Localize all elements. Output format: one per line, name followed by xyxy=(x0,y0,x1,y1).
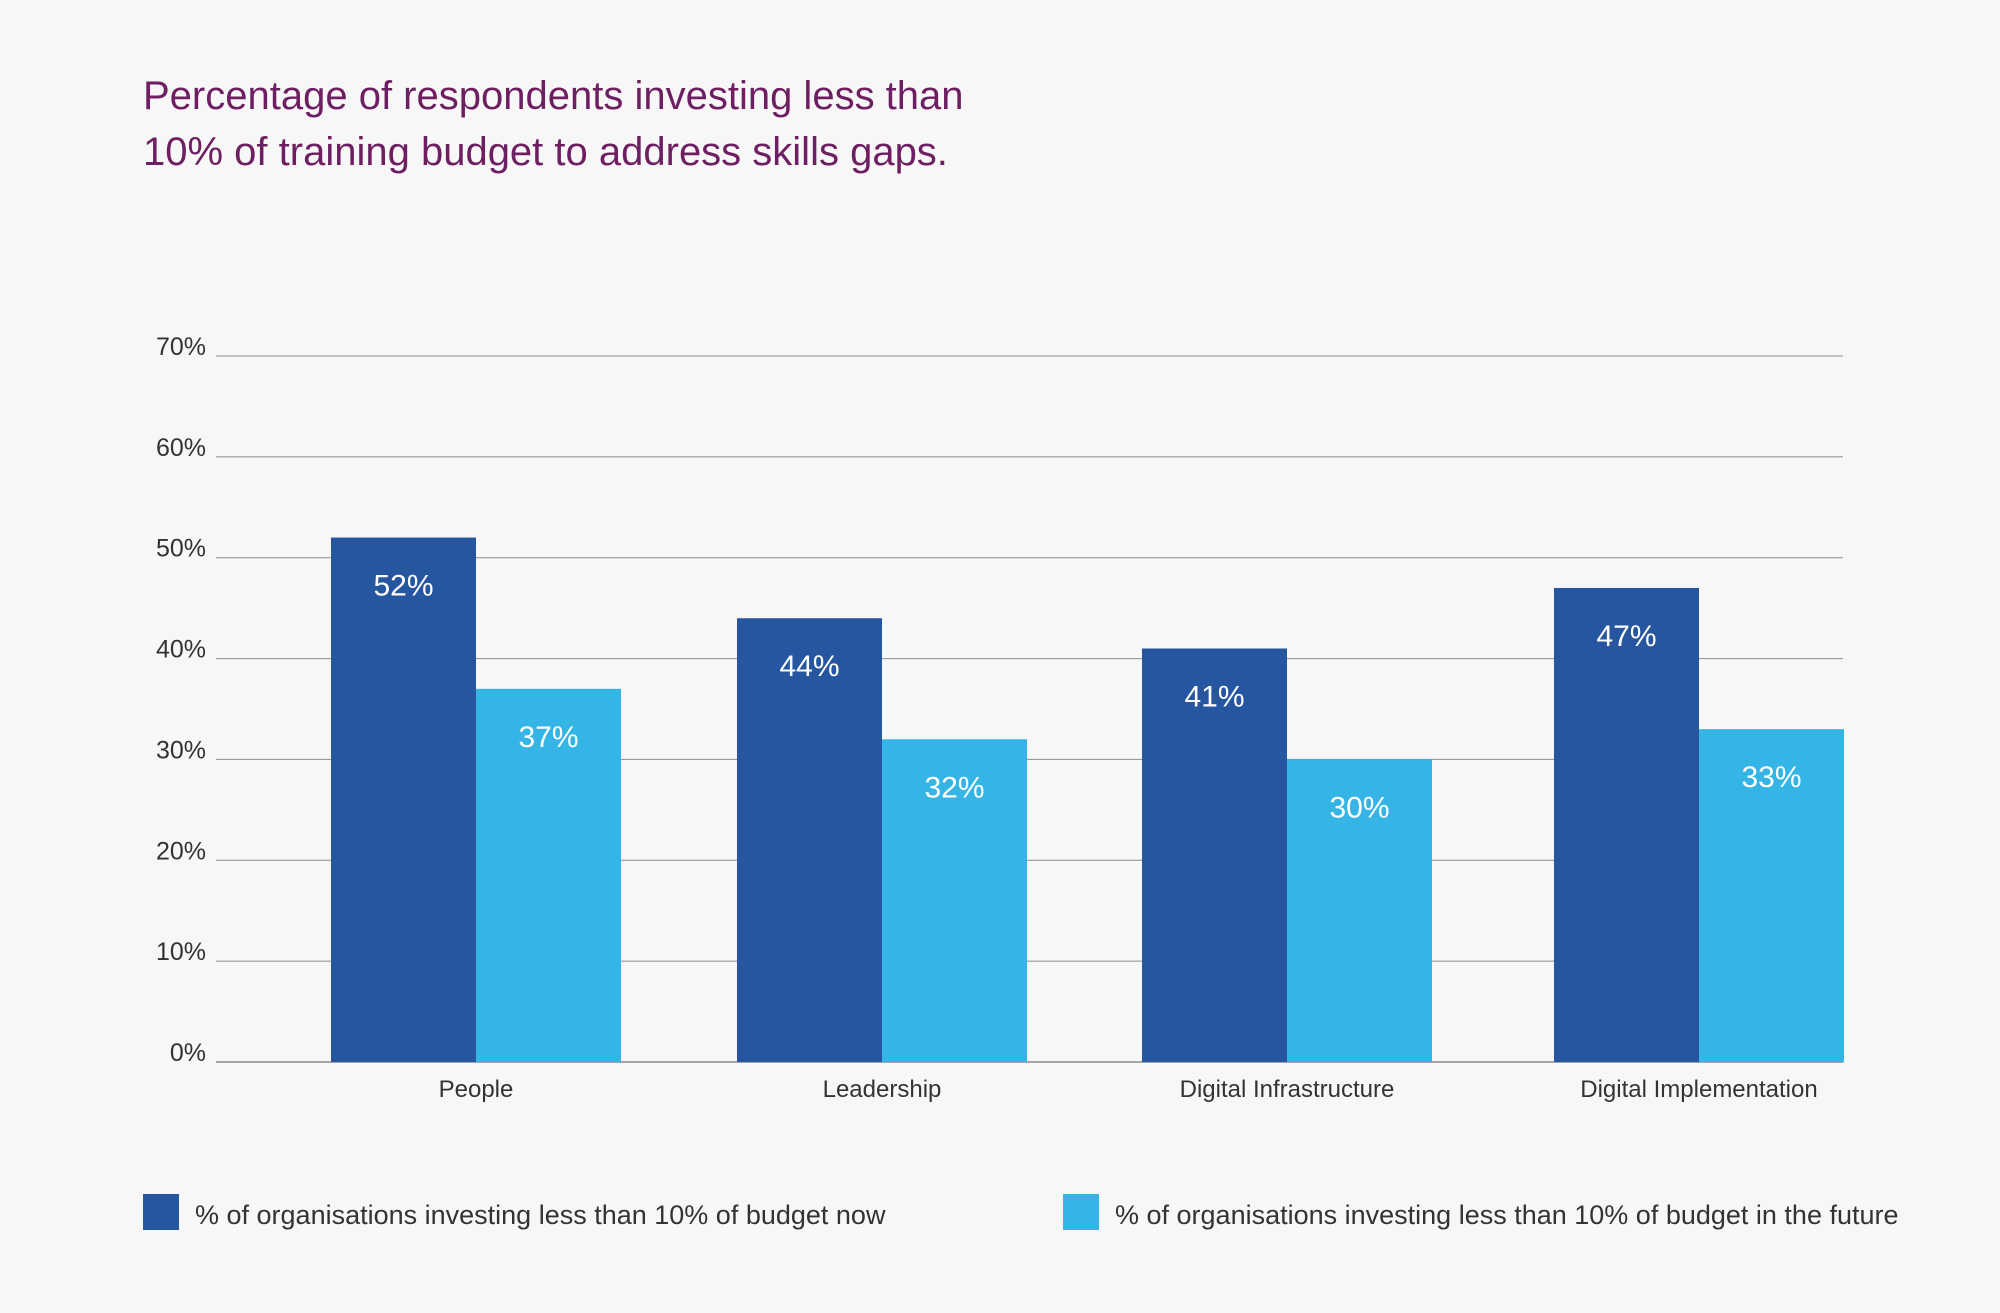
chart-title-line-2: 10% of training budget to address skills… xyxy=(143,130,948,174)
legend-label-future: % of organisations investing less than 1… xyxy=(1115,1200,1899,1230)
y-tick-label-60: 60% xyxy=(156,434,206,462)
bar-label-now-0: 52% xyxy=(373,570,433,603)
bar-label-future-0: 37% xyxy=(518,721,578,754)
bar-now-3 xyxy=(1554,587,1699,1062)
bar-label-future-1: 32% xyxy=(924,771,984,804)
bar-label-future-3: 33% xyxy=(1741,761,1801,794)
y-tick-label-0: 0% xyxy=(170,1039,206,1067)
x-tick-label-2: Digital Infrastructure xyxy=(1180,1076,1395,1103)
y-tick-label-40: 40% xyxy=(156,636,206,664)
chart-title: Percentage of respondents investing less… xyxy=(143,68,1343,180)
y-tick-label-70: 70% xyxy=(156,333,206,361)
x-tick-label-3: Digital Implementation xyxy=(1580,1076,1817,1103)
legend-item-now: % of organisations investing less than 1… xyxy=(143,1193,886,1231)
bar-label-now-3: 47% xyxy=(1596,620,1656,653)
chart-title-line-1: Percentage of respondents investing less… xyxy=(143,74,964,118)
bar-label-future-2: 30% xyxy=(1329,791,1389,824)
legend-label-now: % of organisations investing less than 1… xyxy=(195,1200,886,1230)
bar-future-0 xyxy=(476,688,621,1062)
y-tick-label-50: 50% xyxy=(156,535,206,563)
bar-now-1 xyxy=(737,618,882,1062)
bar-future-3 xyxy=(1699,729,1844,1062)
legend-swatch-now xyxy=(143,1193,179,1230)
y-tick-label-30: 30% xyxy=(156,736,206,764)
bar-label-now-1: 44% xyxy=(779,650,839,683)
bar-future-1 xyxy=(882,739,1027,1062)
bar-now-0 xyxy=(331,537,476,1062)
x-tick-label-0: People xyxy=(439,1076,514,1103)
bar-now-2 xyxy=(1142,648,1287,1062)
legend-item-future: % of organisations investing less than 1… xyxy=(1063,1193,1899,1231)
bar-label-now-2: 41% xyxy=(1184,680,1244,713)
x-tick-label-1: Leadership xyxy=(823,1076,942,1103)
bar-future-2 xyxy=(1287,759,1432,1062)
y-tick-label-10: 10% xyxy=(156,938,206,966)
y-tick-label-20: 20% xyxy=(156,837,206,865)
legend-swatch-future xyxy=(1063,1193,1099,1230)
